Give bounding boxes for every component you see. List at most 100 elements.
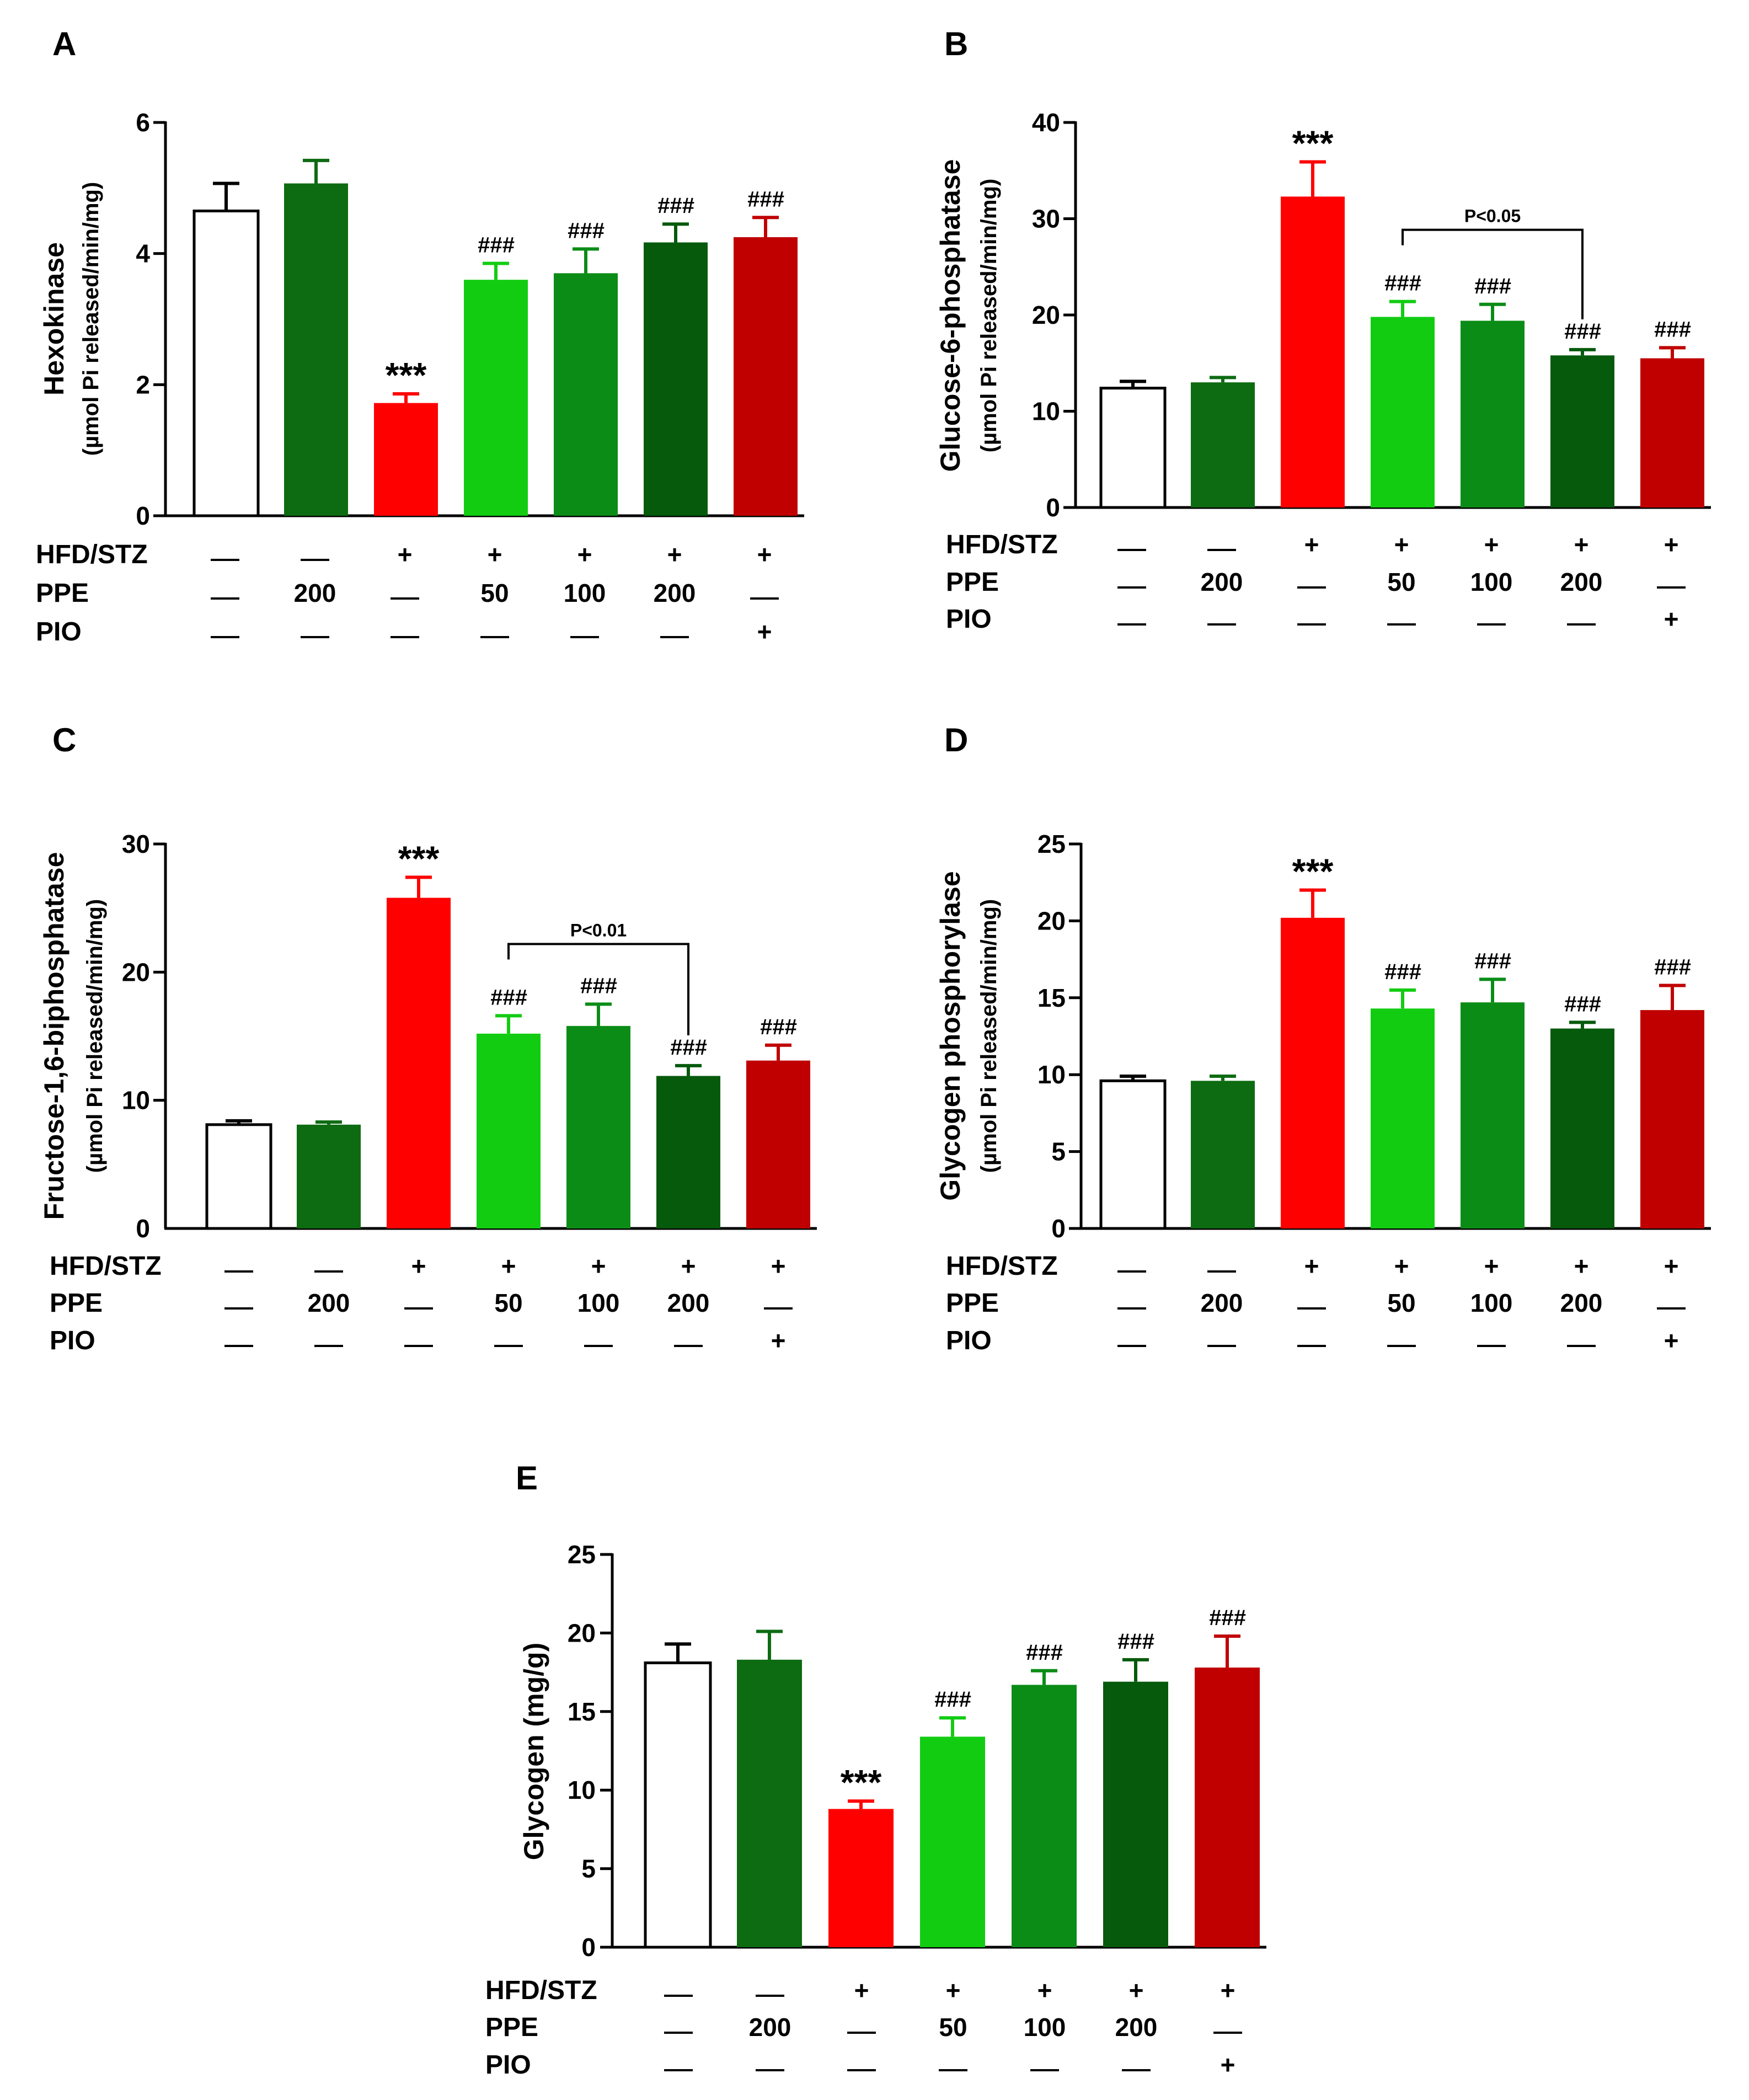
treatment-cell: 200 [654, 579, 696, 607]
significance-stars: *** [841, 1762, 882, 1802]
y-tick-label: 10 [122, 1086, 150, 1115]
treatment-cell: + [771, 1326, 786, 1355]
bar [1461, 320, 1525, 507]
treatment-cell: 50 [939, 2013, 967, 2042]
bar [1195, 1668, 1260, 1947]
y-tick-label: 20 [1037, 906, 1066, 935]
treatment-cell: + [488, 540, 502, 569]
treatment-cell: + [591, 1252, 606, 1280]
significance-hash: ### [1474, 949, 1511, 973]
treatment-row-label: HFD/STZ [50, 1252, 162, 1281]
treatment-cell: + [1394, 1252, 1409, 1280]
y-tick-label: 0 [1051, 1214, 1066, 1243]
treatment-row-label: PPE [946, 1289, 999, 1318]
bar [387, 897, 451, 1228]
treatment-cell: + [1037, 1976, 1052, 2005]
bar [1461, 1002, 1525, 1228]
y-tick-label: 15 [568, 1697, 596, 1726]
chart-panel-b: B 0 10 20 30 40 Glucose-6-phosphatase (µmol Pi … [935, 25, 1711, 634]
treatment-cell: + [854, 1976, 869, 2005]
significance-hash: ### [1474, 274, 1511, 298]
treatment-cell: + [1574, 530, 1589, 559]
treatment-cell: + [1304, 530, 1319, 559]
treatment-cell: 200 [294, 579, 336, 607]
significance-hash: ### [934, 1687, 971, 1712]
bar [1099, 1079, 1167, 1230]
treatment-cell: 100 [1024, 2013, 1066, 2042]
treatment-cell: + [1664, 1326, 1679, 1355]
bar [828, 1809, 894, 1947]
significance-hash: ### [568, 218, 605, 243]
bar [1640, 1010, 1704, 1228]
treatment-cell: + [681, 1252, 696, 1280]
treatment-cell: 200 [1115, 2013, 1158, 2042]
bar [1371, 317, 1435, 507]
treatment-row-label: PIO [50, 1326, 95, 1355]
y-axis-label: Fructose-1,6-biphosphatase [39, 852, 69, 1220]
bracket-p-value: P<0.01 [570, 920, 627, 940]
bar [284, 183, 348, 516]
significance-hash: ### [1564, 319, 1601, 344]
bar [734, 237, 798, 516]
treatment-cell: 200 [1201, 1289, 1243, 1317]
treatment-cell: + [1574, 1252, 1589, 1280]
significance-hash: ### [478, 233, 515, 257]
significance-stars: *** [1292, 124, 1334, 163]
treatment-cell: + [757, 540, 772, 569]
y-axis-label: Hexokinase [39, 242, 69, 396]
y-axis-label: Glycogen phosphorylase [935, 871, 966, 1200]
y-tick-label: 25 [568, 1540, 596, 1569]
treatment-cell: + [1484, 530, 1499, 559]
bar [746, 1060, 810, 1228]
y-tick-label: 20 [1032, 301, 1060, 329]
significance-hash: ### [580, 974, 617, 998]
significance-hash: ### [1564, 992, 1601, 1016]
y-tick-label: 0 [136, 501, 150, 530]
y-tick-label: 6 [136, 108, 150, 137]
y-tick-label: 10 [568, 1776, 596, 1804]
y-tick-label: 30 [122, 830, 150, 858]
y-axis-unit-label: (µmol Pi released/min/mg) [79, 182, 103, 456]
bracket-p-value: P<0.05 [1464, 206, 1521, 226]
y-tick-label: 30 [1032, 205, 1060, 233]
y-tick-label: 5 [1051, 1137, 1066, 1166]
treatment-cell: 200 [1560, 568, 1603, 596]
bar [1191, 1081, 1255, 1228]
chart-panel-a: A 0 2 4 6 Hexokinase (µmol Pi released/min/mg)… [36, 25, 804, 646]
treatment-row-label: PIO [946, 605, 992, 634]
treatment-cell: 100 [1470, 1289, 1513, 1317]
significance-hash: ### [747, 187, 784, 211]
treatment-cell: 200 [667, 1289, 710, 1317]
bar [1012, 1685, 1077, 1947]
bar [1099, 387, 1167, 509]
significance-hash: ### [670, 1035, 707, 1060]
y-axis-label: Glucose-6-phosphatase [935, 159, 966, 472]
y-tick-label: 0 [136, 1214, 150, 1243]
treatment-cell: 50 [480, 579, 509, 607]
significance-hash: ### [1384, 960, 1421, 984]
y-tick-label: 20 [122, 958, 150, 986]
bar [1281, 917, 1345, 1228]
bar [205, 1123, 272, 1230]
y-tick-label: 4 [136, 239, 150, 268]
bar [554, 273, 618, 516]
treatment-cell: + [411, 1252, 426, 1280]
treatment-cell: + [1221, 2050, 1235, 2079]
treatment-cell: + [577, 540, 592, 569]
treatment-cell: 200 [1201, 568, 1243, 596]
bar [1191, 382, 1255, 507]
bar [1550, 1028, 1614, 1228]
treatment-cell: 50 [494, 1289, 522, 1317]
treatment-cell: + [771, 1252, 786, 1280]
treatment-cell: + [1664, 605, 1679, 633]
significance-stars: *** [1292, 852, 1334, 891]
y-tick-label: 40 [1032, 108, 1060, 137]
significance-hash: ### [1117, 1629, 1154, 1654]
bar [1281, 196, 1345, 507]
bar [737, 1659, 802, 1947]
bar [1371, 1008, 1435, 1228]
y-axis-unit-label: (µmol Pi released/min/mg) [977, 179, 1001, 453]
treatment-row-label: HFD/STZ [36, 540, 148, 569]
